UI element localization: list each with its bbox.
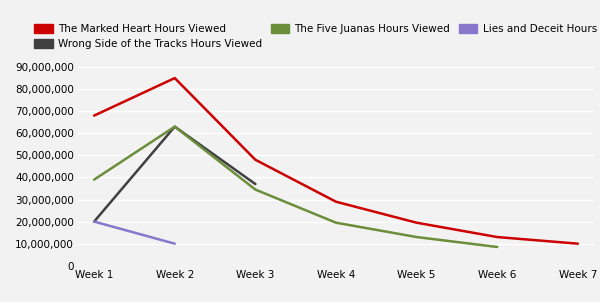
Wrong Side of the Tracks Hours Viewed — [171, 125, 178, 128]
Line: The Marked Heart Hours Viewed: The Marked Heart Hours Viewed — [94, 78, 578, 244]
Line: Lies and Deceit Hours Viewed: Lies and Deceit Hours Viewed — [94, 222, 175, 244]
The Marked Heart Hours Viewed — [494, 235, 501, 239]
The Marked Heart Hours Viewed — [332, 200, 340, 204]
Wrong Side of the Tracks Hours Viewed — [252, 182, 259, 186]
The Five Juanas Hours Viewed — [413, 235, 420, 239]
Lies and Deceit Hours Viewed — [91, 220, 98, 223]
Line: The Five Juanas Hours Viewed: The Five Juanas Hours Viewed — [94, 127, 497, 247]
Wrong Side of the Tracks Hours Viewed — [91, 220, 98, 223]
Line: Wrong Side of the Tracks Hours Viewed: Wrong Side of the Tracks Hours Viewed — [94, 127, 256, 222]
The Five Juanas Hours Viewed — [252, 188, 259, 191]
The Marked Heart Hours Viewed — [91, 114, 98, 117]
The Five Juanas Hours Viewed — [91, 178, 98, 182]
The Marked Heart Hours Viewed — [574, 242, 581, 246]
The Five Juanas Hours Viewed — [171, 125, 178, 128]
The Five Juanas Hours Viewed — [332, 221, 340, 224]
The Marked Heart Hours Viewed — [413, 221, 420, 224]
The Five Juanas Hours Viewed — [494, 245, 501, 249]
The Marked Heart Hours Viewed — [171, 76, 178, 80]
The Marked Heart Hours Viewed — [252, 158, 259, 162]
Lies and Deceit Hours Viewed — [171, 242, 178, 246]
Legend: The Marked Heart Hours Viewed, Wrong Side of the Tracks Hours Viewed, The Five J: The Marked Heart Hours Viewed, Wrong Sid… — [32, 22, 600, 51]
